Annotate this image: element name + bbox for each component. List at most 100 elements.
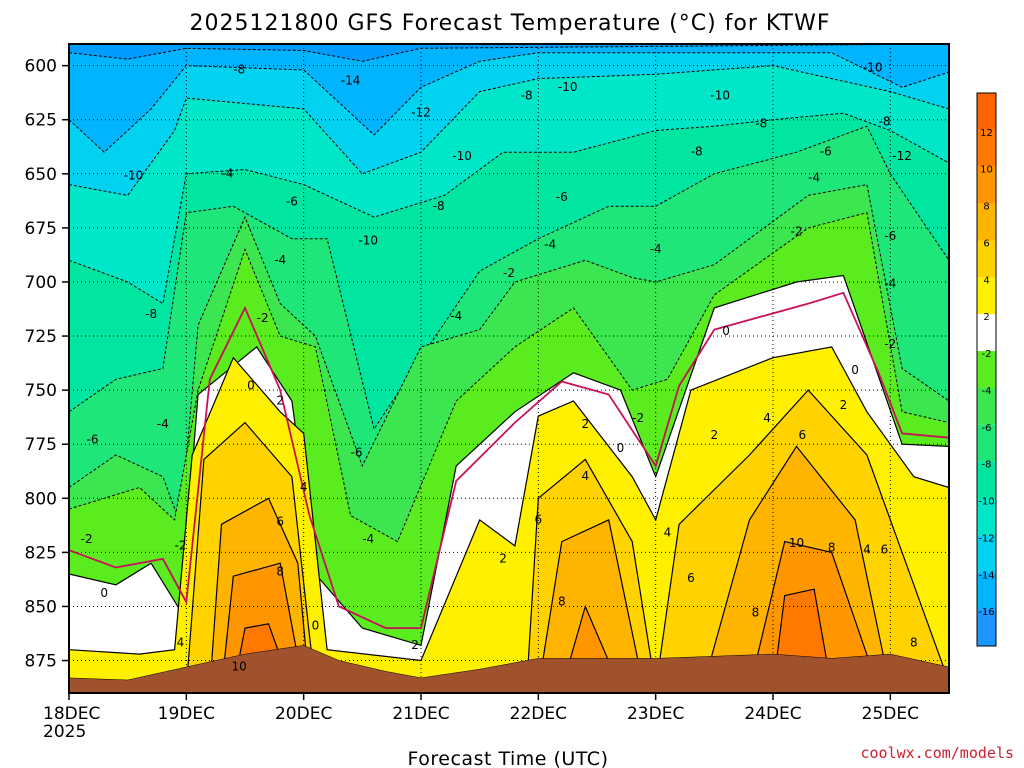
colorbar-label: -16 bbox=[978, 607, 994, 618]
contour-label: -4 bbox=[450, 309, 462, 323]
contour-label: 6 bbox=[798, 428, 806, 442]
contour-label: 4 bbox=[300, 480, 308, 494]
temp-contour-line bbox=[69, 212, 949, 543]
colorbar-swatch bbox=[977, 424, 996, 462]
colorbar-swatch bbox=[977, 314, 996, 352]
y-tick-label: 750 bbox=[25, 381, 57, 401]
contour-label: -4 bbox=[362, 532, 374, 546]
contour-label: -4 bbox=[544, 238, 556, 252]
contour-label: -14 bbox=[341, 73, 361, 87]
x-tick-label: 23DEC bbox=[627, 704, 684, 724]
contour-label: 8 bbox=[558, 595, 566, 609]
contour-label: 2 bbox=[499, 551, 507, 565]
temp-contour-line bbox=[69, 125, 949, 431]
colorbar-swatch bbox=[977, 240, 996, 278]
contour-label: -8 bbox=[233, 63, 245, 77]
colorbar-swatch bbox=[977, 461, 996, 499]
contour-label: -12 bbox=[892, 149, 912, 163]
contour-label: 6 bbox=[687, 571, 695, 585]
contour-label: -10 bbox=[558, 80, 578, 94]
plot-frame bbox=[68, 43, 950, 694]
contour-label: -6 bbox=[286, 194, 298, 208]
colorbar-frame bbox=[976, 92, 997, 647]
colorbar-swatch bbox=[977, 351, 996, 388]
contour-label: 0 bbox=[312, 618, 320, 632]
y-tick-label: 650 bbox=[25, 165, 57, 185]
contour-label: 6 bbox=[276, 515, 284, 529]
contour-label: 10 bbox=[789, 536, 804, 550]
colorbar-label: -12 bbox=[978, 533, 994, 544]
contour-label: 0 bbox=[851, 363, 859, 377]
contour-label: -2 bbox=[884, 337, 896, 351]
contour-label: 4 bbox=[763, 411, 771, 425]
grid-lines bbox=[69, 44, 949, 693]
x-tick-label: 19DEC bbox=[158, 704, 215, 724]
contour-label: 4 bbox=[863, 543, 871, 557]
contour-label: -8 bbox=[879, 114, 891, 128]
contour-label: 10 bbox=[231, 660, 246, 674]
temp-band-fill bbox=[69, 589, 949, 693]
contour-label: -10 bbox=[863, 60, 883, 74]
contour-label: 8 bbox=[828, 541, 836, 555]
colorbar-swatch bbox=[977, 535, 996, 573]
colorbar-label: -8 bbox=[982, 460, 992, 471]
y-tick-label: 800 bbox=[25, 489, 57, 509]
contour-label: 2 bbox=[710, 428, 718, 442]
contour-label: -10 bbox=[710, 88, 730, 102]
y-tick-label: 700 bbox=[25, 273, 57, 293]
temp-contour-line bbox=[69, 389, 949, 690]
y-tick-label: 775 bbox=[25, 435, 57, 455]
x-tick-label: 18DEC bbox=[43, 704, 100, 724]
colorbar-swatch bbox=[977, 498, 996, 536]
contour-label: -6 bbox=[87, 432, 99, 446]
contour-label: 2 bbox=[276, 394, 284, 408]
contour-labels: -8 -14 -12 -8 -10 -10 -8 -10 -8 -6 -8 -12 -10 -4 -10 -6… bbox=[81, 60, 918, 673]
colorbar-swatch bbox=[977, 572, 996, 610]
contour-label: 2 bbox=[840, 398, 848, 412]
contour-label: -8 bbox=[691, 145, 703, 159]
contour-label: 2 bbox=[411, 638, 419, 652]
colorbar-swatch bbox=[977, 609, 996, 646]
contour-label: -2 bbox=[503, 266, 515, 280]
contour-label: -8 bbox=[145, 307, 157, 321]
colorbar-swatch bbox=[977, 129, 996, 167]
x-tick-label: 25DEC bbox=[862, 704, 919, 724]
temp-contour-line bbox=[69, 445, 949, 690]
contour-label: 4 bbox=[581, 469, 589, 483]
y-tick-label: 850 bbox=[25, 597, 57, 617]
colorbar-label: 8 bbox=[983, 202, 989, 213]
x-tick-label: 20DEC bbox=[275, 704, 332, 724]
colorbar-swatch bbox=[977, 203, 996, 241]
contour-label: -8 bbox=[755, 117, 767, 131]
colorbar: 12 10 8 6 4 2 -2 -4 -6 -8 -10 -12 -14 -16 bbox=[976, 92, 997, 647]
ground-surface bbox=[69, 645, 949, 693]
x-tick-label: 24DEC bbox=[744, 704, 801, 724]
contour-label: -10 bbox=[452, 149, 472, 163]
x-tick-sublabel: 2025 bbox=[43, 722, 86, 742]
colorbar-swatch bbox=[977, 166, 996, 204]
colorbar-label: -4 bbox=[982, 386, 992, 397]
contour-label: 8 bbox=[276, 564, 284, 578]
zero-degree-line bbox=[69, 291, 949, 629]
x-axis-title: Forecast Time (UTC) bbox=[408, 748, 609, 768]
contour-label: -6 bbox=[351, 445, 363, 459]
x-tick-label: 21DEC bbox=[392, 704, 449, 724]
contour-label: -4 bbox=[221, 166, 233, 180]
temperature-bands bbox=[69, 44, 949, 693]
contour-label: 0 bbox=[100, 586, 108, 600]
contour-label: -4 bbox=[157, 417, 169, 431]
y-tick-label: 725 bbox=[25, 327, 57, 347]
credit-link[interactable]: coolwx.com/models bbox=[860, 744, 1014, 762]
contour-label: 0 bbox=[247, 378, 255, 392]
contour-label: -2 bbox=[257, 311, 269, 325]
freezing-contour bbox=[69, 291, 949, 629]
contour-label: -10 bbox=[124, 169, 144, 183]
contour-label: -2 bbox=[81, 532, 93, 546]
y-tick-label: 600 bbox=[25, 57, 57, 77]
colorbar-label: 10 bbox=[980, 165, 993, 176]
y-tick-label: 625 bbox=[25, 111, 57, 131]
y-axis: 600 625 650 675 700 725 750 775 800 825 850 875 bbox=[25, 57, 69, 672]
contour-label: 2 bbox=[581, 417, 589, 431]
